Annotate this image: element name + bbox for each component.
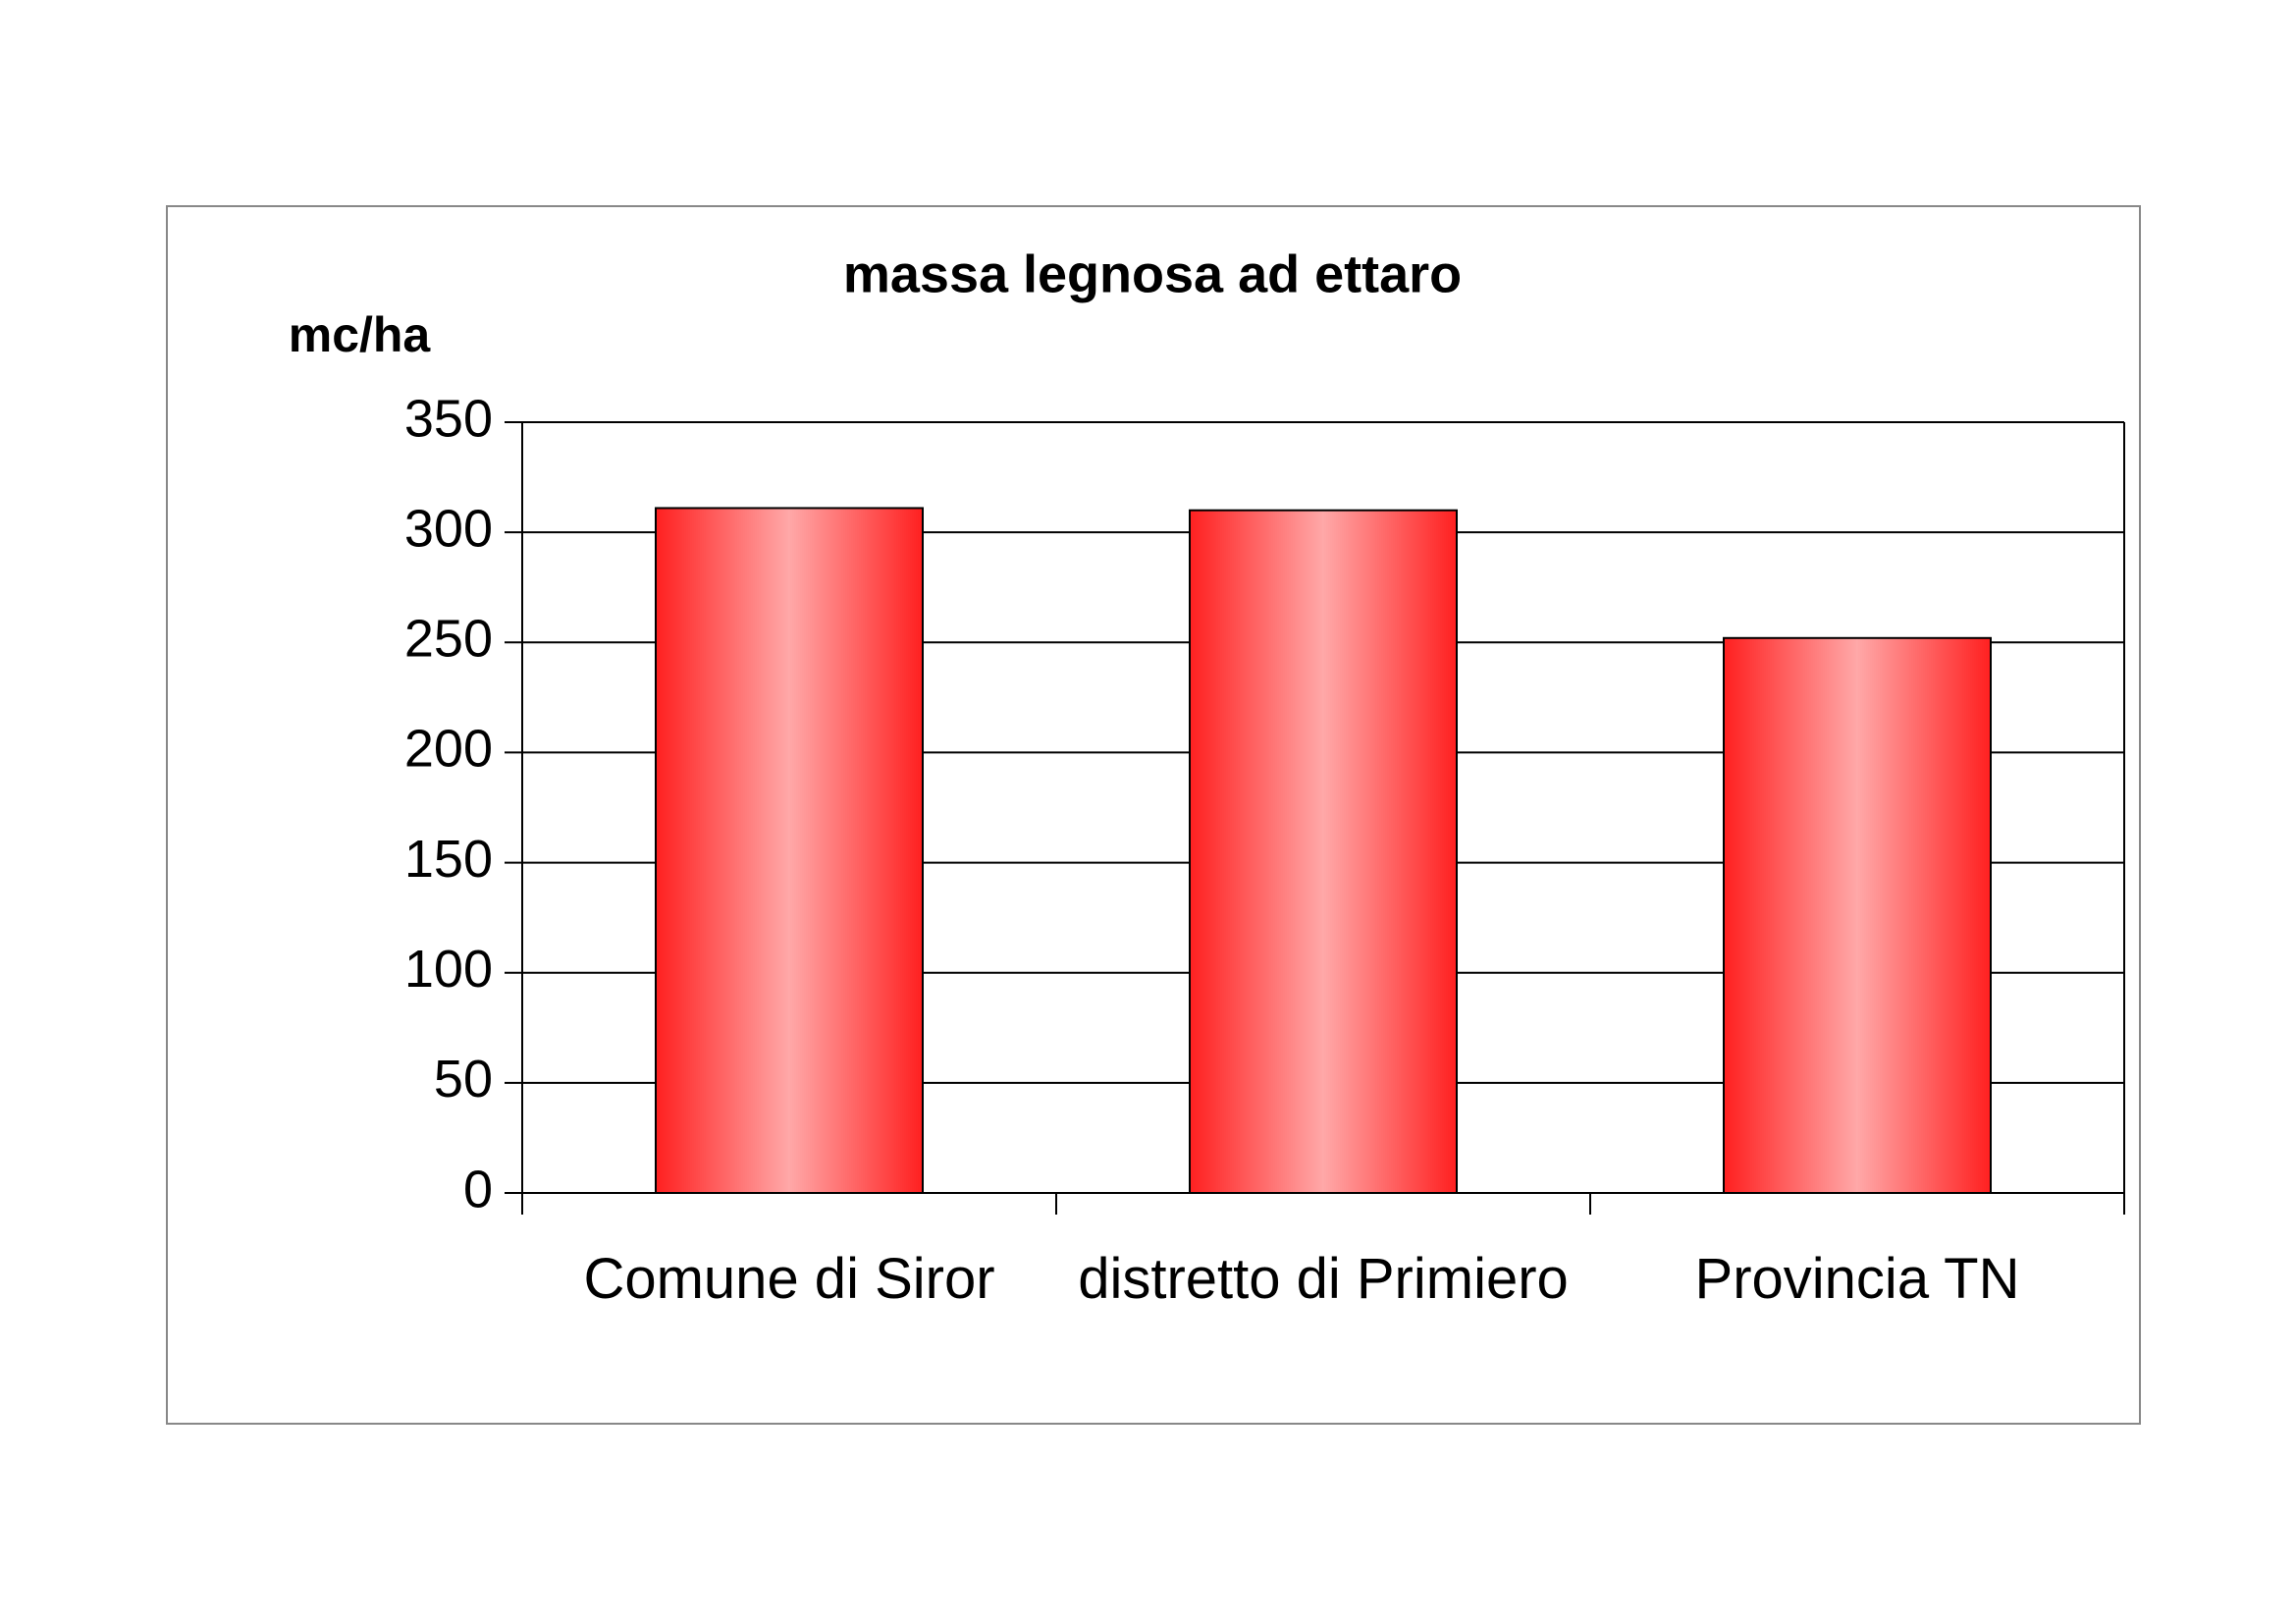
bar — [1723, 636, 1992, 1194]
y-tick-label: 100 — [404, 940, 493, 999]
x-tick-label: Provincia TN — [1694, 1247, 2020, 1311]
y-axis-label: mc/ha — [289, 307, 432, 362]
x-tick-label: Comune di Siror — [583, 1247, 995, 1311]
x-tick-label-box: distretto di Primiero — [1078, 1247, 1569, 1311]
x-tick-label-box: Provincia TN — [1694, 1247, 2020, 1311]
y-tick-label: 350 — [404, 389, 493, 448]
y-tick-label: 150 — [404, 830, 493, 889]
y-tick-label: 250 — [404, 610, 493, 669]
bar — [655, 507, 924, 1194]
x-tick-label: distretto di Primiero — [1078, 1247, 1569, 1311]
bar — [1189, 509, 1458, 1194]
y-tick-label: 200 — [404, 720, 493, 779]
y-tick-label: 50 — [434, 1050, 493, 1109]
x-tick-label-box: Comune di Siror — [583, 1247, 995, 1311]
y-tick-label: 0 — [463, 1160, 493, 1218]
chart-title: massa legnosa ad ettaro — [843, 244, 1462, 303]
y-tick-label: 300 — [404, 499, 493, 558]
